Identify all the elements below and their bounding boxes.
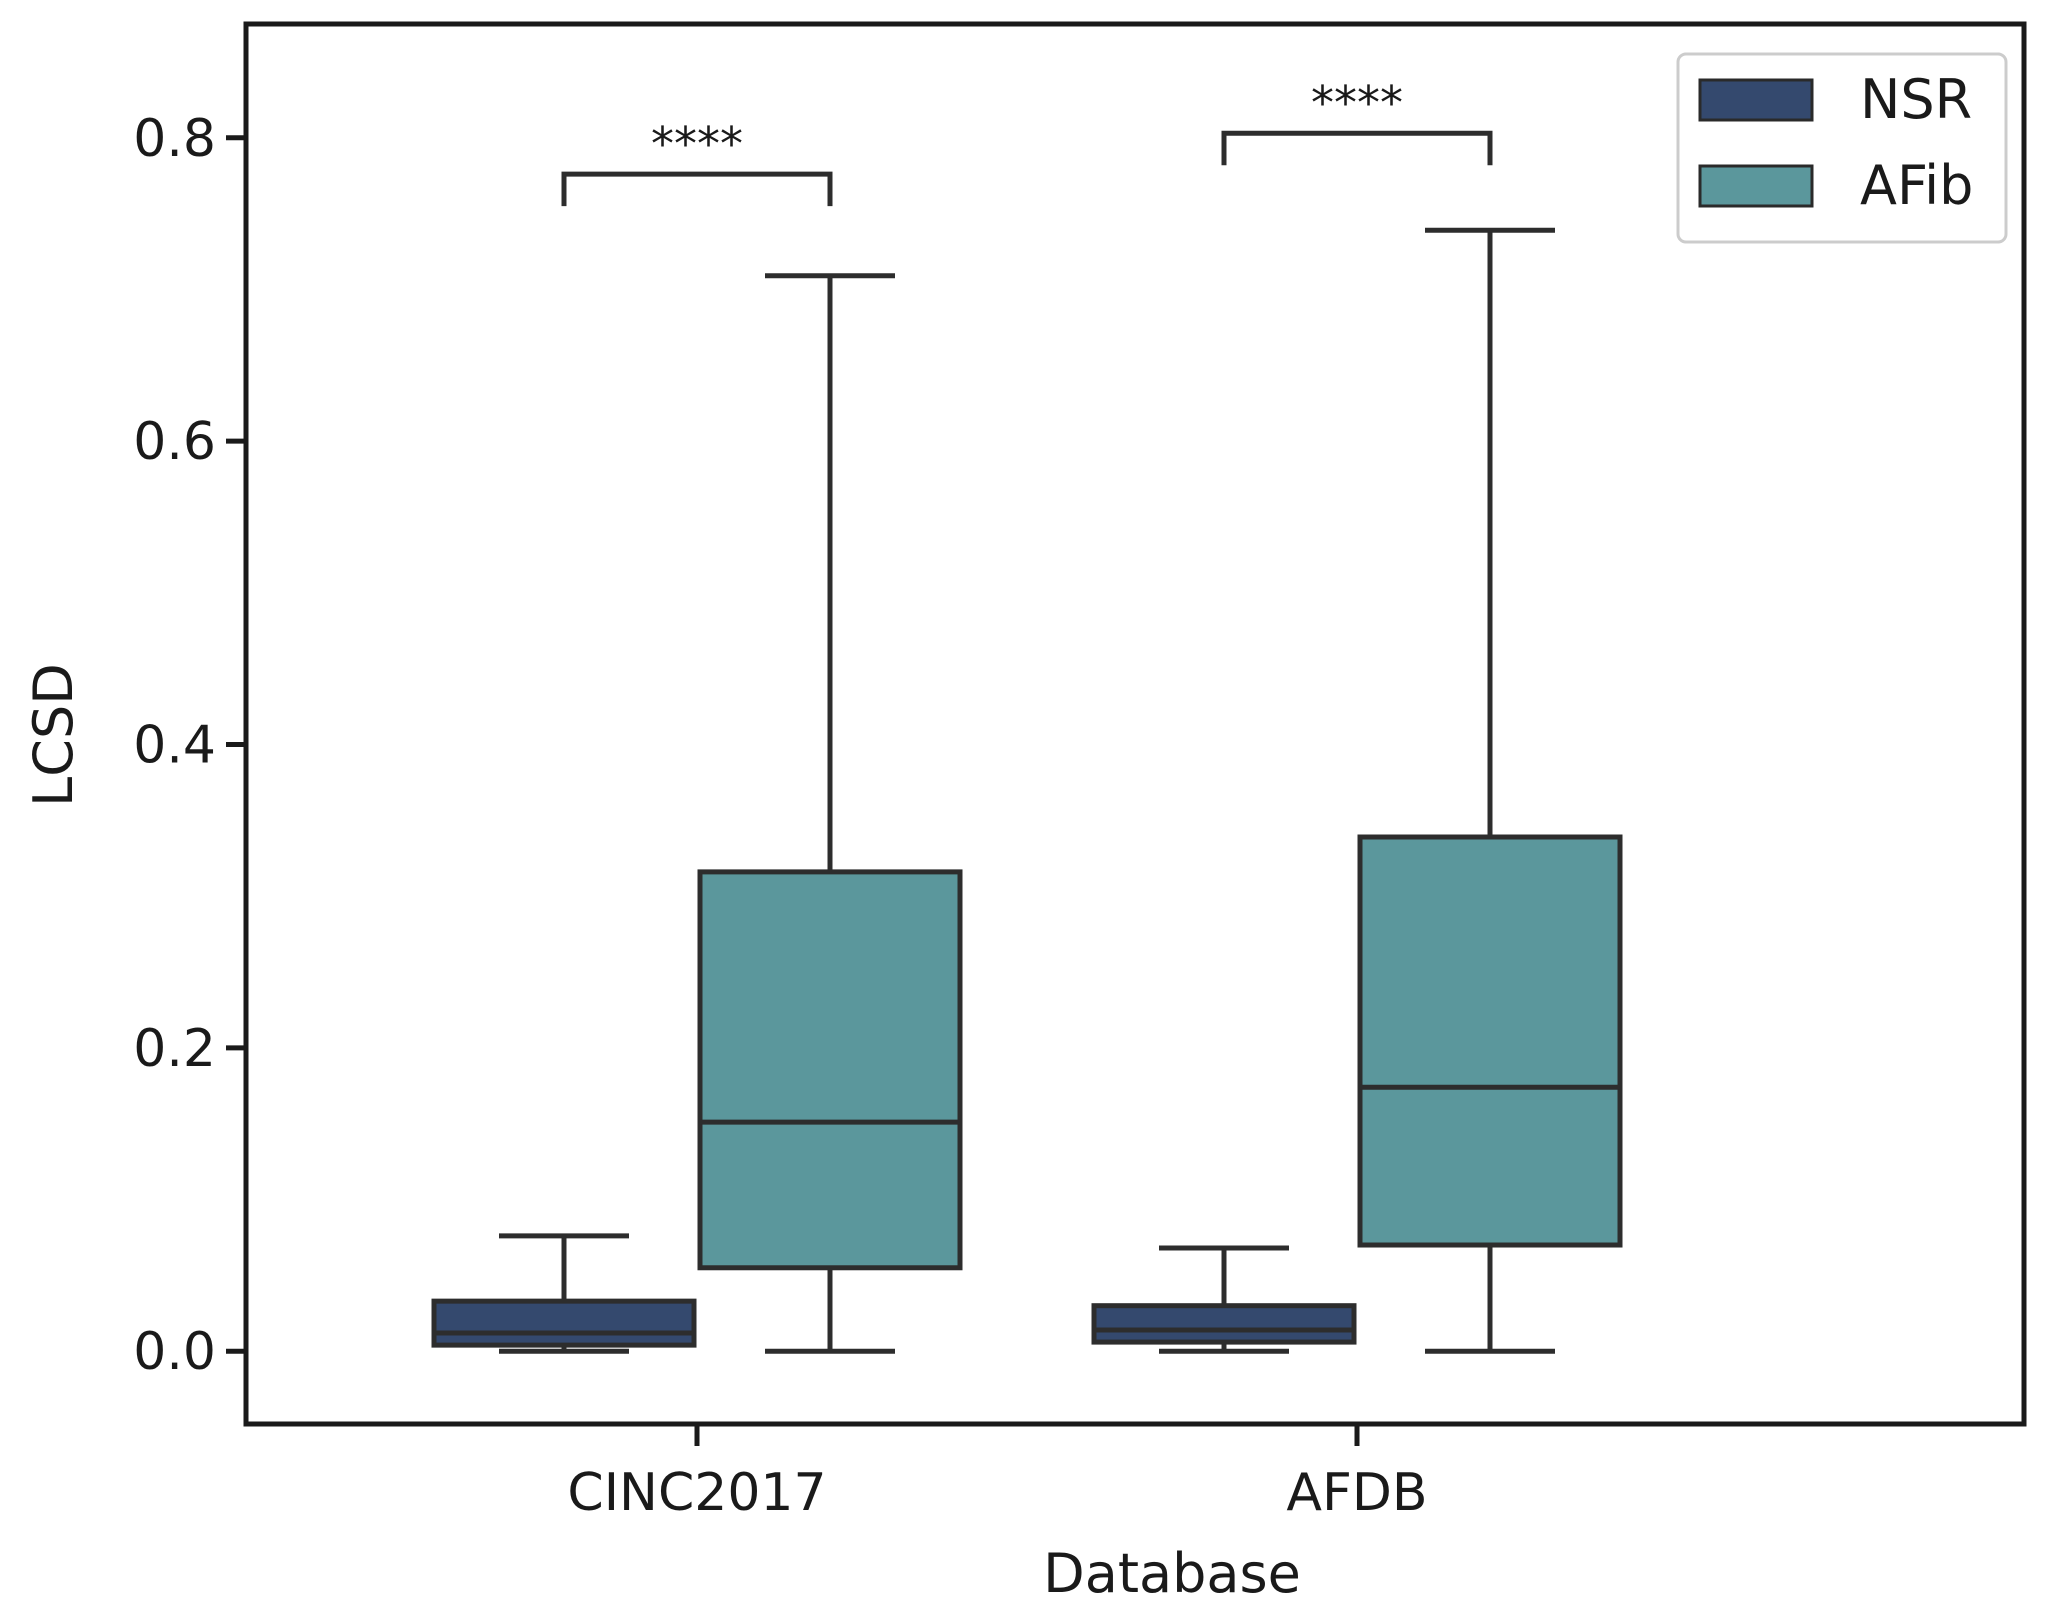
y-tick-label-1: 0.2 bbox=[133, 1019, 216, 1079]
y-tick-label-2: 0.4 bbox=[133, 715, 216, 775]
y-axis-title: LCSD bbox=[22, 663, 85, 807]
box-group-nsr-afdb bbox=[1091, 1245, 1357, 1354]
box-group-nsr-cinc2017 bbox=[431, 1233, 697, 1354]
significance-annotations: **** **** bbox=[561, 76, 1493, 207]
plot-area-frame bbox=[243, 21, 2027, 1427]
y-tick-label-3: 0.6 bbox=[133, 412, 216, 472]
significance-label-afdb: **** bbox=[1311, 76, 1403, 130]
significance-label-cinc2017: **** bbox=[651, 117, 743, 171]
boxes-layer bbox=[431, 227, 1623, 1354]
x-axis: CINC2017 AFDB bbox=[567, 1424, 1428, 1523]
box-afib-cinc2017 bbox=[697, 869, 963, 1271]
significance-bracket-cinc2017 bbox=[561, 171, 833, 207]
y-tick-label-0: 0.0 bbox=[133, 1322, 216, 1382]
x-axis-title: Database bbox=[1043, 1542, 1301, 1605]
significance-bracket-afdb bbox=[1221, 130, 1493, 166]
box-afib-afdb bbox=[1357, 834, 1623, 1248]
legend-label-afib: AFib bbox=[1860, 154, 1973, 217]
box-nsr-afdb bbox=[1091, 1303, 1357, 1345]
y-tick-label-4: 0.8 bbox=[133, 109, 216, 169]
box-group-afib-cinc2017 bbox=[697, 273, 963, 1354]
legend: NSR AFib bbox=[1676, 52, 2008, 244]
y-axis: 0.0 0.2 0.4 0.6 0.8 bbox=[133, 109, 246, 1382]
legend-swatch-afib bbox=[1698, 164, 1814, 208]
legend-swatch-nsr bbox=[1698, 78, 1814, 122]
x-tick-label-cinc2017: CINC2017 bbox=[567, 1463, 826, 1523]
box-nsr-cinc2017 bbox=[431, 1298, 697, 1348]
box-group-afib-afdb bbox=[1357, 227, 1623, 1354]
legend-label-nsr: NSR bbox=[1860, 68, 1972, 131]
x-tick-label-afdb: AFDB bbox=[1286, 1463, 1427, 1523]
